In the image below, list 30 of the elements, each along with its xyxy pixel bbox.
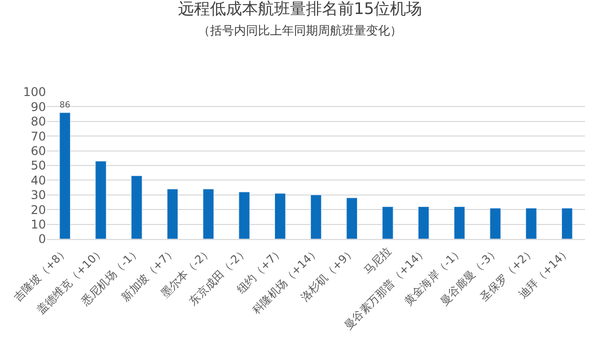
bar — [310, 194, 322, 239]
y-tick-label: 60 — [30, 144, 46, 158]
y-tick-label: 70 — [30, 129, 46, 144]
data-label: 86 — [60, 99, 70, 110]
bar — [59, 112, 71, 239]
bar — [95, 160, 106, 239]
y-tick-label: 10 — [30, 218, 46, 232]
bar — [526, 208, 537, 239]
chart-subtitle: （括号内同比上年同期周航班量变化） — [198, 24, 402, 38]
bar — [238, 192, 250, 239]
bar — [490, 208, 501, 239]
y-tick-label: 50 — [30, 158, 46, 173]
y-tick-label: 90 — [30, 100, 46, 114]
y-tick-label: 20 — [30, 202, 46, 217]
bar — [274, 193, 286, 239]
bar — [346, 198, 358, 239]
y-tick-label: 0 — [38, 232, 46, 246]
y-tick-label: 40 — [30, 173, 46, 188]
chart-title: 远程低成本航班量排名前15位机场 — [178, 0, 422, 18]
bar — [202, 188, 214, 239]
bar — [382, 206, 394, 239]
bar — [454, 206, 466, 239]
bar — [166, 188, 178, 239]
y-tick-label: 30 — [30, 188, 46, 202]
x-tick-label: 马尼拉 — [361, 244, 394, 278]
bar — [418, 206, 430, 239]
y-tick-label: 80 — [30, 114, 46, 129]
y-tick-label: 100 — [23, 85, 46, 100]
bar — [131, 176, 142, 239]
bar — [561, 208, 573, 239]
